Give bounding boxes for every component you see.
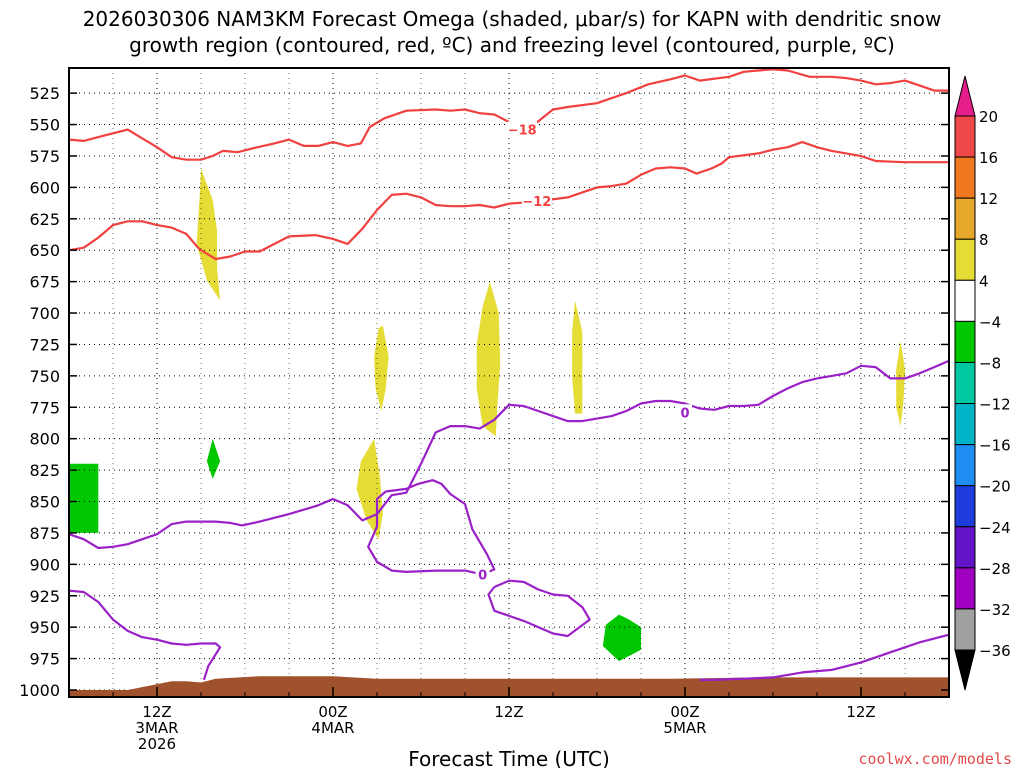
y-tick-label-575: 575 [29,147,60,166]
y-tick-label-825: 825 [29,461,60,480]
contour-layer [68,68,950,682]
colorbar-label-13: −36 [979,642,1011,660]
x-tick-label-18-1: 4MAR [311,719,354,737]
colorbar-swatch-9 [954,485,976,528]
contour-label-3: 0 [680,406,689,421]
colorbar-swatch-0 [954,115,976,158]
colorbar-swatch-7 [954,403,976,446]
contour-label-bg-4 [475,566,490,582]
contour-label-4: 0 [478,568,487,583]
omega-region-green-1 [69,463,99,533]
colorbar-label-12: −32 [979,601,1011,619]
y-tick-label-975: 975 [29,650,60,669]
omega-region-yellow-3 [356,438,383,540]
x-tick-label-6-2: 2026 [138,735,176,753]
contour-line-2 [68,141,949,261]
x-axis-label: Forecast Time (UTC) [408,747,610,768]
x-tick-label-6-1: 3MAR [135,719,178,737]
y-tick-label-725: 725 [29,335,60,354]
contour-label-2: −12 [522,195,551,210]
contour-label-bg-0 [507,121,538,137]
colorbar-top-arrow [954,75,976,117]
y-axis: 525 550 575 600 625 650 675 700 725 750 775 800 825 8… [19,84,949,700]
colorbar-swatch-11 [954,567,976,610]
plot-frame [68,67,950,698]
omega-shading-layer [69,168,905,662]
y-tick-label-875: 875 [29,524,60,543]
colorbar-swatch-12 [954,608,976,651]
y-tick-label-700: 700 [29,304,60,323]
chart-title-line-2: growth region (contoured, red, ºC) and f… [129,33,895,57]
y-tick-label-900: 900 [29,555,60,574]
y-tick-label-675: 675 [29,273,60,292]
omega-region-yellow-2 [374,325,389,411]
contour-line-1 [530,68,949,128]
y-tick-label-775: 775 [29,398,60,417]
y-tick-label-850: 850 [29,493,60,512]
colorbar-swatch-10 [954,526,976,569]
colorbar-label-7: −12 [979,396,1011,414]
colorbar-label-3: 8 [979,231,989,249]
y-tick-label-800: 800 [29,430,60,449]
x-tick-label-18-0: 00Z [318,703,347,721]
contour-line-4 [367,479,496,576]
credit-text: coolwx.com/models [858,750,1012,768]
contour-line-6 [68,589,222,681]
colorbar-swatch-4 [954,279,976,322]
contour-label-0: −18 [508,124,537,139]
colorbar-label-9: −20 [979,478,1011,496]
contour-line-3 [68,359,950,550]
colorbar-swatch-5 [954,320,976,363]
colorbar-bottom-arrow [954,649,976,691]
chart-title-line-1: 2026030306 NAM3KM Forecast Omega (shaded… [83,7,942,31]
contour-label-bg-2 [521,193,552,209]
omega-region-green-3 [602,614,641,662]
y-tick-label-950: 950 [29,618,60,637]
plot-area: −18 −12 0 0 [68,67,950,698]
colorbar-label-6: −8 [979,354,1001,372]
colorbar-label-1: 16 [979,149,998,167]
omega-region-yellow-5 [572,300,583,414]
x-tick-label-54-0: 12Z [846,703,875,721]
y-tick-label-750: 750 [29,367,60,386]
y-tick-label-525: 525 [29,84,60,103]
contour-label-layer: −18 −12 0 0 [475,121,692,583]
y-tick-label-625: 625 [29,210,60,229]
y-tick-label-650: 650 [29,241,60,260]
y-tick-label-550: 550 [29,116,60,135]
x-tick-label-6-0: 12Z [142,703,171,721]
contour-label-bg-3 [678,404,692,420]
colorbar-label-5: −4 [979,313,1001,331]
colorbar-label-4: 4 [979,272,989,290]
colorbar-label-2: 12 [979,190,998,208]
colorbar-label-0: 20 [979,108,998,126]
y-tick-label-925: 925 [29,587,60,606]
contour-line-7 [699,633,950,682]
y-tick-label-1000: 1000 [19,681,60,700]
colorbar: 20 16 12 8 4 −4 −8 −12 −16 −20 −24 −28 −32 −36 [954,75,1011,691]
colorbar-swatch-8 [954,444,976,487]
omega-region-yellow-4 [476,281,501,437]
colorbar-swatch-1 [954,156,976,199]
y-tick-label-600: 600 [29,178,60,197]
colorbar-swatch-2 [954,197,976,240]
terrain-layer [69,676,949,697]
colorbar-label-11: −28 [979,560,1011,578]
colorbar-label-10: −24 [979,519,1011,537]
colorbar-swatch-6 [954,361,976,405]
contour-line-0 [68,108,510,161]
omega-region-yellow-1 [196,168,221,301]
terrain-surface [69,676,949,697]
gridlines [68,68,950,697]
x-tick-label-42-0: 00Z [670,703,699,721]
x-tick-label-42-1: 5MAR [663,719,706,737]
colorbar-swatch-3 [954,238,976,281]
x-tick-label-30-0: 12Z [494,703,523,721]
omega-region-yellow-6 [896,340,905,427]
contour-line-5 [487,579,591,638]
colorbar-label-8: −16 [979,437,1011,455]
omega-region-green-2 [206,438,221,479]
